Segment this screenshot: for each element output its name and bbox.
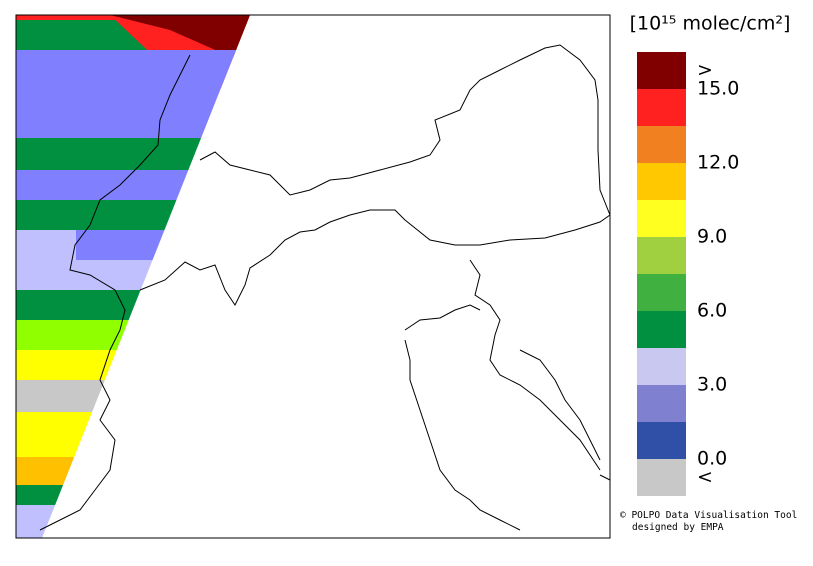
colorbar-swatch (637, 274, 686, 311)
credit: designed by EMPA (632, 522, 724, 533)
colorbar-label: 12.0 (697, 152, 739, 174)
colorbar-swatch (637, 311, 686, 348)
colorbar-swatch (637, 200, 686, 237)
colorbar-label: 9.0 (697, 226, 727, 248)
colorbar-label: 3.0 (697, 374, 727, 396)
colorbar: >15.0 12.0 9.0 6.0 3.0 0.0< (637, 52, 739, 496)
colorbar-label: > (697, 59, 713, 81)
colorbar-swatch (637, 163, 686, 200)
colorbar-swatch (637, 89, 686, 126)
colorbar-swatch (637, 348, 686, 385)
colorbar-label: 6.0 (697, 300, 727, 322)
colorbar-label: < (697, 466, 713, 488)
colorbar-label: 15.0 (697, 78, 739, 100)
credit: © POLPO Data Visualisation Tool (620, 510, 797, 521)
colorbar-swatch (637, 459, 686, 496)
colorbar-label: 0.0 (697, 448, 727, 470)
colorbar-swatch (637, 237, 686, 274)
colorbar-swatch (637, 385, 686, 422)
colorbar-swatch (637, 422, 686, 459)
colorbar-title: [10¹⁵ molec/cm²] (630, 13, 791, 35)
coastlines (39, 44, 611, 531)
map-frame (15, 14, 611, 539)
colorbar-swatch (637, 52, 686, 89)
colorbar-swatch (637, 126, 686, 163)
